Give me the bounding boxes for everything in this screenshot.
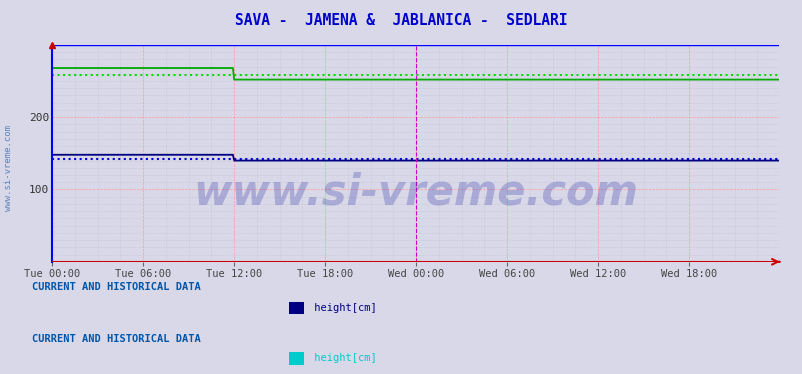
Text: www.si-vreme.com: www.si-vreme.com <box>3 125 13 211</box>
Text: height[cm]: height[cm] <box>307 353 376 363</box>
Text: CURRENT AND HISTORICAL DATA: CURRENT AND HISTORICAL DATA <box>32 282 200 292</box>
Text: SAVA -  JAMENA &  JABLANICA -  SEDLARI: SAVA - JAMENA & JABLANICA - SEDLARI <box>235 13 567 28</box>
Text: height[cm]: height[cm] <box>307 303 376 313</box>
Text: CURRENT AND HISTORICAL DATA: CURRENT AND HISTORICAL DATA <box>32 334 200 344</box>
Text: www.si-vreme.com: www.si-vreme.com <box>192 171 638 214</box>
